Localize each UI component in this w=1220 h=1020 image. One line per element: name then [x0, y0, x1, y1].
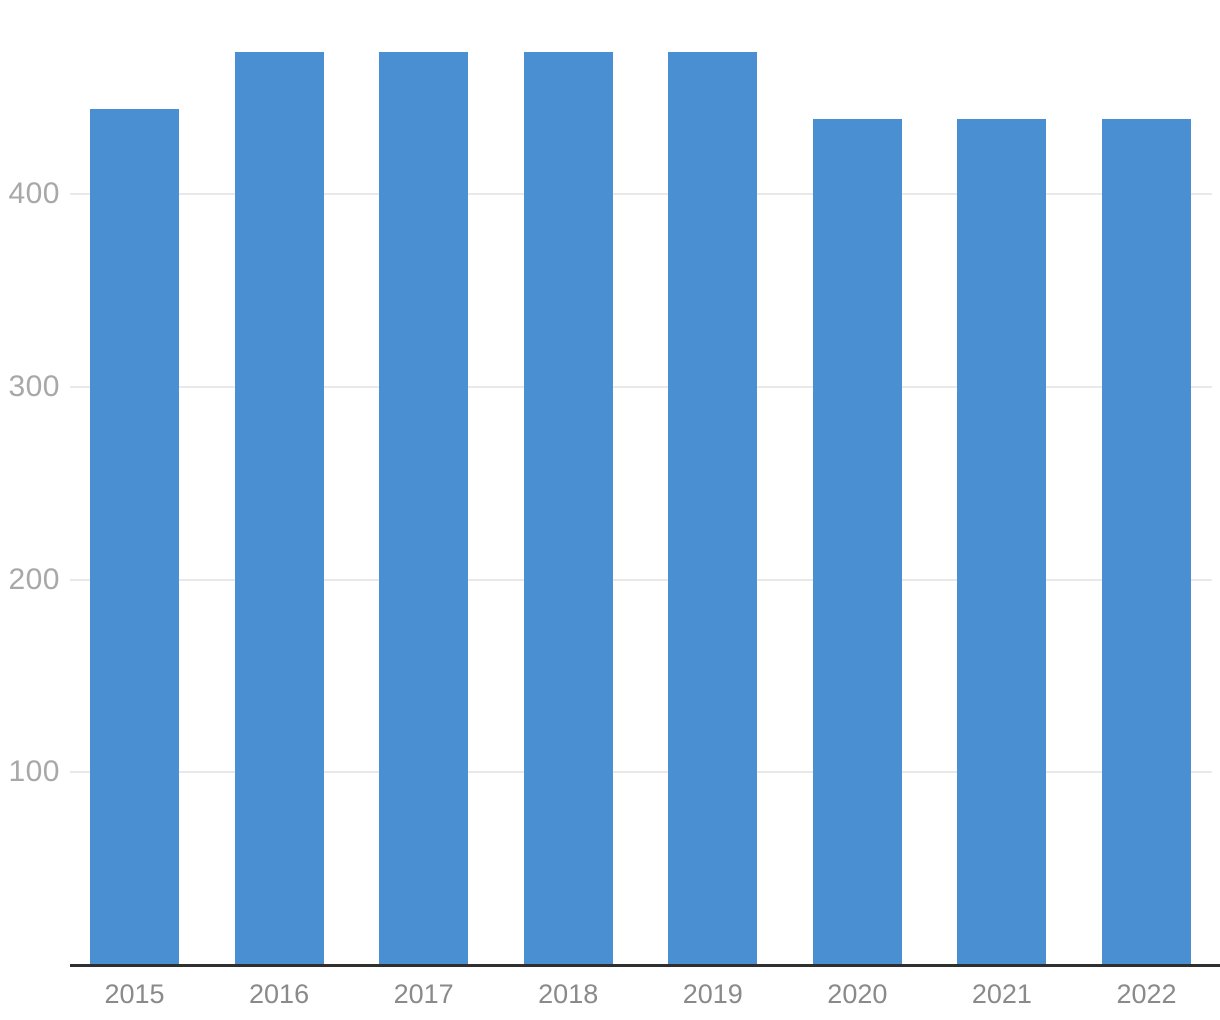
bar-2017	[379, 51, 469, 965]
y-tick-label-400: 400	[8, 177, 60, 211]
gridline-300	[70, 385, 1212, 388]
y-tick-label-200: 200	[8, 562, 60, 596]
x-axis-line	[70, 964, 1220, 967]
x-tick-label-2020: 2020	[827, 979, 888, 1009]
x-tick-label-2019: 2019	[682, 979, 743, 1009]
bar-2021	[957, 119, 1047, 965]
x-tick-label-2022: 2022	[1116, 979, 1177, 1009]
x-tick-label-2016: 2016	[249, 979, 310, 1009]
gridline-400	[70, 193, 1212, 196]
x-tick-label-2017: 2017	[393, 979, 454, 1009]
gridline-100	[70, 771, 1212, 774]
y-tick-label-100: 100	[8, 755, 60, 789]
bar-2020	[812, 119, 902, 965]
x-tick-label-2015: 2015	[104, 979, 165, 1009]
bar-2018	[523, 51, 613, 965]
bar-2016	[234, 51, 324, 965]
bar-2019	[668, 51, 758, 965]
y-tick-label-300: 300	[8, 369, 60, 403]
x-tick-label-2018: 2018	[538, 979, 599, 1009]
bar-2022	[1101, 119, 1191, 965]
bar-2015	[90, 109, 179, 965]
gridline-200	[70, 578, 1212, 581]
x-tick-label-2021: 2021	[971, 979, 1032, 1009]
